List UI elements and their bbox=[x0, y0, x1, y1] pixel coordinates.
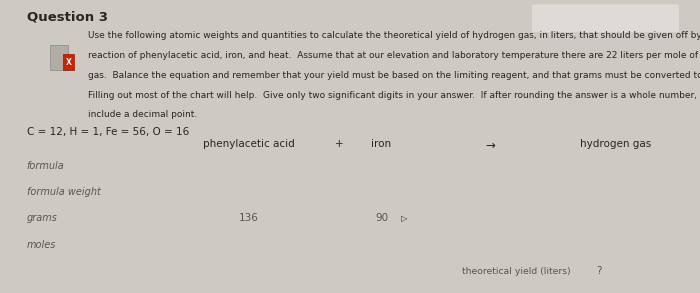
Text: 136: 136 bbox=[239, 213, 258, 223]
Text: ▷: ▷ bbox=[401, 214, 407, 223]
Text: phenylacetic acid: phenylacetic acid bbox=[202, 139, 295, 149]
Text: hydrogen gas: hydrogen gas bbox=[580, 139, 652, 149]
Text: include a decimal point.: include a decimal point. bbox=[88, 110, 197, 120]
Text: +: + bbox=[335, 139, 344, 149]
Text: moles: moles bbox=[27, 240, 56, 250]
Text: Filling out most of the chart will help.  Give only two significant digits in yo: Filling out most of the chart will help.… bbox=[88, 91, 700, 100]
Text: →: → bbox=[485, 139, 495, 152]
Text: reaction of phenylacetic acid, iron, and heat.  Assume that at our elevation and: reaction of phenylacetic acid, iron, and… bbox=[88, 51, 700, 60]
Text: C = 12, H = 1, Fe = 56, O = 16: C = 12, H = 1, Fe = 56, O = 16 bbox=[27, 127, 189, 137]
Text: Use the following atomic weights and quantities to calculate the theoretical yie: Use the following atomic weights and qua… bbox=[88, 31, 700, 40]
Text: formula: formula bbox=[27, 161, 64, 171]
Text: ?: ? bbox=[596, 266, 601, 276]
Text: iron: iron bbox=[372, 139, 391, 149]
Text: Question 3: Question 3 bbox=[27, 10, 108, 23]
Text: theoretical yield (liters): theoretical yield (liters) bbox=[462, 267, 570, 275]
Text: gas.  Balance the equation and remember that your yield must be based on the lim: gas. Balance the equation and remember t… bbox=[88, 71, 700, 80]
Text: 90: 90 bbox=[375, 213, 388, 223]
FancyBboxPatch shape bbox=[532, 4, 679, 32]
Text: formula weight: formula weight bbox=[27, 187, 101, 197]
FancyBboxPatch shape bbox=[50, 45, 68, 70]
FancyBboxPatch shape bbox=[63, 54, 74, 70]
Text: grams: grams bbox=[27, 213, 57, 223]
Text: X: X bbox=[66, 58, 71, 67]
